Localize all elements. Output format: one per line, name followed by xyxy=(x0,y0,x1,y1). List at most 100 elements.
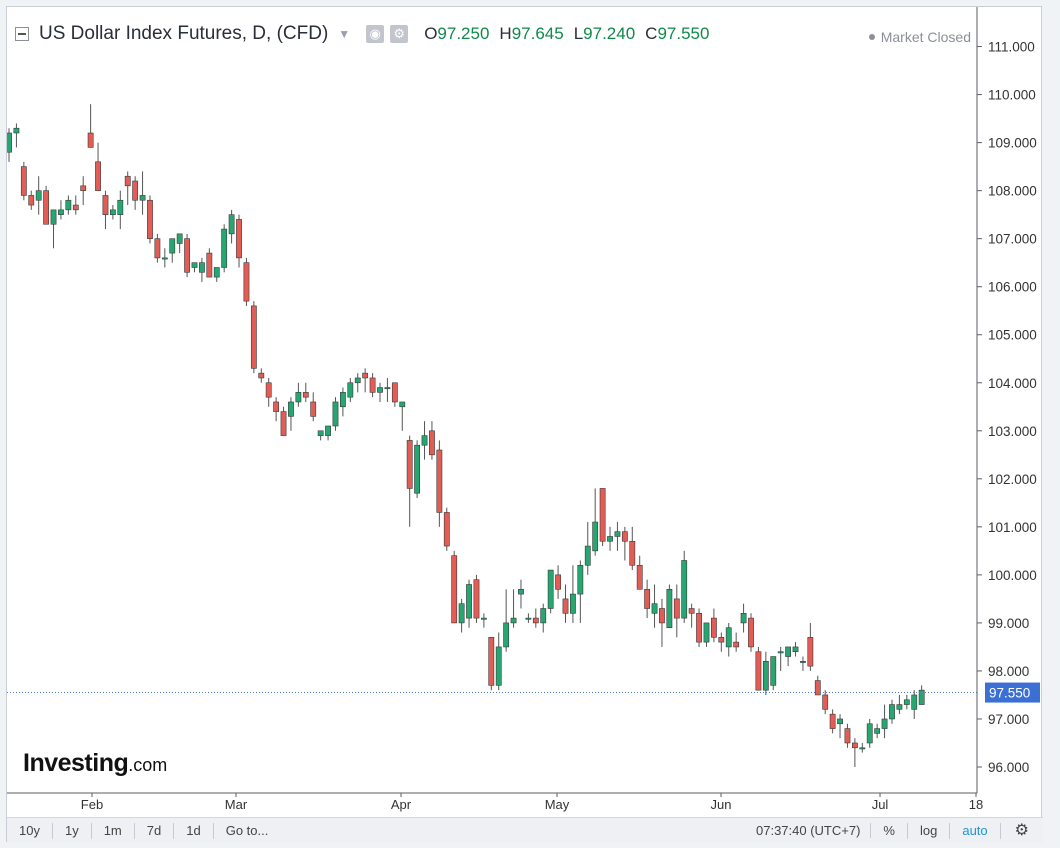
ohlc-values: O97.250 H97.645 L97.240 C97.550 xyxy=(424,24,709,44)
y-tick-label: 102.000 xyxy=(988,472,1037,487)
bearish-candle-body xyxy=(733,641,740,648)
candle xyxy=(258,368,265,383)
bearish-candle-body xyxy=(154,238,161,259)
bearish-candle-body xyxy=(206,252,213,278)
range-1d-button[interactable]: 1d xyxy=(174,822,214,839)
low-key: L xyxy=(573,24,584,43)
candle xyxy=(72,195,79,215)
y-tick-label: 109.000 xyxy=(988,136,1037,151)
bearish-candle-body xyxy=(43,190,49,225)
collapse-legend-icon[interactable] xyxy=(15,27,29,41)
bullish-candle-body xyxy=(332,401,339,427)
candle xyxy=(607,526,613,551)
candle xyxy=(265,377,272,407)
bearish-candle-body xyxy=(20,166,27,196)
open-value: 97.250 xyxy=(437,24,490,43)
candle xyxy=(621,526,628,561)
candle xyxy=(703,622,710,647)
candle xyxy=(443,507,450,551)
candle xyxy=(7,128,12,162)
candle xyxy=(102,190,109,230)
bearish-candle-body xyxy=(236,219,242,259)
bullish-candle-body xyxy=(228,214,235,235)
close-key: C xyxy=(645,24,658,43)
bullish-candle-body xyxy=(785,646,791,657)
bullish-candle-body xyxy=(889,704,895,720)
bullish-candle-body xyxy=(510,617,517,624)
range-1m-button[interactable]: 1m xyxy=(92,822,135,839)
candle xyxy=(770,656,777,691)
x-tick-label: May xyxy=(545,797,570,812)
bullish-candle-body xyxy=(592,521,599,552)
bullish-candle-body xyxy=(421,435,428,446)
x-tick-label: Jul xyxy=(872,797,889,812)
candle xyxy=(414,440,420,499)
bullish-candle-body xyxy=(837,718,843,725)
bullish-candle-body xyxy=(725,627,732,648)
candlestick-chart[interactable]: 96.000 97.000 98.000 99.000 100.000 101.000 10… xyxy=(7,7,1043,817)
y-tick-label: 106.000 xyxy=(988,280,1037,295)
candle xyxy=(651,584,658,628)
gear-icon[interactable]: ⚙ xyxy=(390,25,409,43)
settings-gear-icon[interactable]: ⚙ xyxy=(1014,821,1029,839)
bearish-candle-body xyxy=(147,199,153,239)
candle xyxy=(495,632,502,691)
log-toggle[interactable]: log xyxy=(908,822,951,839)
bearish-candle-body xyxy=(748,617,754,648)
candle xyxy=(280,406,287,436)
bearish-candle-body xyxy=(436,449,443,513)
chart-title[interactable]: US Dollar Index Futures, D, (CFD) xyxy=(39,23,329,44)
go-to-button[interactable]: Go to... xyxy=(225,822,269,838)
candle xyxy=(154,233,161,263)
candle xyxy=(814,675,821,696)
bearish-candle-body xyxy=(451,555,458,624)
y-tick-label: 101.000 xyxy=(988,520,1037,535)
candle xyxy=(332,397,339,431)
candle xyxy=(673,584,680,638)
candle xyxy=(169,238,176,263)
auto-scale-toggle[interactable]: auto xyxy=(950,822,1001,839)
candle xyxy=(532,608,539,628)
percent-toggle[interactable]: % xyxy=(871,822,908,839)
candle xyxy=(406,435,413,527)
bullish-candle-body xyxy=(614,531,621,537)
bearish-candle-body xyxy=(250,305,257,369)
candle xyxy=(176,233,183,254)
candle xyxy=(851,738,858,767)
bullish-candle-body xyxy=(800,661,806,663)
candle xyxy=(429,421,435,460)
y-tick-label: 103.000 xyxy=(988,424,1037,439)
bearish-candle-body xyxy=(822,694,829,710)
clock-label[interactable]: 07:37:40 (UTC+7) xyxy=(746,823,872,838)
candle xyxy=(800,656,806,671)
candle xyxy=(466,579,472,628)
bearish-candle-body xyxy=(184,238,190,273)
bullish-candle-body xyxy=(918,689,925,705)
range-7d-button[interactable]: 7d xyxy=(135,822,175,839)
bearish-candle-body xyxy=(829,713,836,729)
bearish-candle-body xyxy=(265,382,272,398)
bullish-candle-body xyxy=(525,617,532,620)
time-axis[interactable]: Feb Mar Apr May Jun Jul 18 xyxy=(81,793,983,812)
range-10y-button[interactable]: 10y xyxy=(7,822,53,839)
bullish-candle-body xyxy=(199,262,205,273)
eye-icon[interactable]: ◉ xyxy=(366,25,385,43)
bearish-candle-body xyxy=(718,637,725,643)
bullish-candle-body xyxy=(354,377,361,384)
candle xyxy=(570,565,576,623)
y-tick-label: 104.000 xyxy=(988,376,1037,391)
price-axis[interactable]: 96.000 97.000 98.000 99.000 100.000 101.000 10… xyxy=(977,40,1037,775)
bearish-candle-body xyxy=(258,372,265,379)
bullish-candle-body xyxy=(414,444,420,494)
candle xyxy=(273,397,280,422)
candle xyxy=(317,430,324,441)
bearish-candle-body xyxy=(851,742,858,749)
bearish-candle-body xyxy=(243,262,250,302)
chevron-down-icon[interactable]: ▼ xyxy=(338,27,351,41)
bearish-candle-body xyxy=(814,680,821,696)
bullish-candle-body xyxy=(770,656,777,686)
range-1y-button[interactable]: 1y xyxy=(53,822,92,839)
bullish-candle-body xyxy=(762,661,769,691)
x-tick-label: 18 xyxy=(969,797,983,812)
bearish-candle-body xyxy=(391,382,398,403)
